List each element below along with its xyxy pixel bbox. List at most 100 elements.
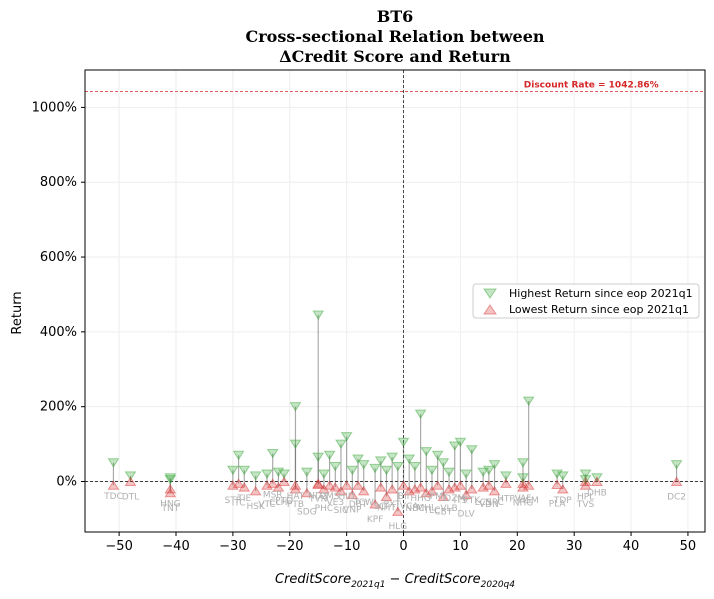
x-tick-label: −10	[333, 539, 360, 554]
ticker-label: SIC	[334, 506, 349, 516]
low-return-marker	[386, 484, 399, 494]
ticker-label: HLG	[388, 522, 407, 532]
low-return-marker	[329, 482, 342, 492]
high-return-marker	[352, 454, 364, 464]
high-return-marker	[386, 452, 399, 463]
low-return-marker	[670, 476, 683, 486]
high-return-marker	[448, 441, 461, 451]
low-return-marker	[107, 480, 120, 490]
low-return-marker	[579, 476, 592, 486]
high-return-marker	[482, 465, 495, 476]
low-return-marker	[482, 480, 495, 490]
high-return-marker	[380, 465, 393, 476]
ticker-label: HTP	[497, 494, 515, 504]
ticker-label: TLC	[423, 506, 441, 516]
x-tick-label: 0	[399, 539, 407, 554]
ticker-label: PMJ	[430, 492, 446, 502]
low-return-marker	[397, 480, 410, 490]
low-return-marker	[380, 491, 393, 501]
x-tick-label: −30	[219, 539, 246, 554]
ticker-label: SCI	[373, 502, 388, 512]
ticker-label: NDX	[308, 491, 328, 501]
low-return-marker	[340, 480, 353, 490]
low-return-marker	[226, 480, 239, 490]
high-return-marker	[420, 447, 433, 457]
x-tick-label: 50	[680, 539, 697, 554]
high-return-marker	[266, 448, 279, 459]
ticker-label: NBC	[405, 504, 424, 514]
low-return-marker	[164, 487, 177, 498]
low-return-marker	[551, 479, 564, 489]
low-return-marker	[431, 480, 444, 490]
ticker-label: VLB	[440, 504, 457, 514]
low-return-marker	[391, 506, 404, 516]
low-return-marker	[556, 484, 569, 494]
low-return-marker	[238, 482, 251, 492]
x-axis-label-sub-1: 2021q1	[351, 580, 385, 590]
ticker-label: DZM	[444, 494, 465, 504]
high-return-marker	[107, 458, 120, 468]
ticker-label: DBT	[349, 500, 368, 510]
high-return-marker	[670, 460, 683, 470]
ticker-label: MHL	[417, 504, 437, 514]
high-return-marker	[579, 475, 592, 485]
high-return-marker	[289, 402, 302, 412]
ticker-label: DHB	[587, 488, 607, 498]
high-return-marker	[522, 396, 535, 407]
high-return-marker	[317, 469, 330, 479]
ticker-label: ITS	[453, 496, 467, 506]
high-return-marker	[238, 465, 251, 476]
y-axis-label: Return	[10, 291, 25, 334]
ticker-label: TDP	[553, 496, 572, 506]
x-tick-label: 40	[623, 539, 640, 554]
high-return-marker	[300, 467, 313, 478]
high-return-marker	[323, 450, 336, 461]
low-return-marker	[579, 480, 592, 490]
low-return-marker	[522, 480, 535, 490]
high-return-marker	[556, 471, 569, 481]
high-return-marker	[403, 454, 416, 464]
ticker-label: PHC	[315, 504, 333, 514]
ticker-label: CMS	[320, 492, 340, 502]
ticker-label: CBT	[434, 507, 452, 517]
low-return-marker	[346, 489, 359, 500]
low-return-marker	[591, 476, 603, 486]
ticker-label: HSM	[519, 496, 539, 506]
low-return-marker	[500, 478, 512, 488]
low-return-marker	[266, 478, 279, 488]
ticker-label: PXT	[384, 500, 401, 510]
high-return-marker	[431, 450, 444, 461]
ticker-label: VNP	[343, 506, 362, 516]
ticker-label: NRC	[485, 498, 504, 508]
x-tick-label: 10	[452, 539, 469, 554]
low-return-marker	[312, 478, 325, 488]
ticker-label: VCA	[400, 502, 419, 512]
y-tick-label: 800%	[40, 175, 77, 190]
x-axis-ticks: −50 −40 −30 −20 −10 0 10 20 30 40 50	[105, 532, 696, 554]
high-return-marker	[517, 458, 529, 468]
low-return-marker	[517, 482, 529, 492]
legend-label-low: Lowest Return since eop 2021q1	[509, 303, 689, 316]
high-return-marker	[465, 445, 478, 455]
high-return-marker	[443, 467, 455, 478]
low-return-marker	[317, 484, 330, 494]
ticker-label: DLV	[458, 510, 476, 520]
low-return-marker	[278, 476, 290, 486]
low-return-marker	[312, 479, 325, 489]
legend-box	[472, 283, 700, 319]
low-return-marker	[465, 484, 478, 494]
ticker-label: NHT	[377, 503, 397, 513]
high-return-marker	[477, 467, 490, 478]
low-return-marker	[420, 487, 433, 498]
ticker-label: TVS	[576, 500, 595, 510]
x-tick-label: 30	[566, 539, 583, 554]
ticker-label: LCS	[475, 498, 492, 508]
high-return-marker	[426, 465, 438, 476]
low-return-marker	[357, 485, 370, 496]
low-return-marker	[289, 480, 302, 490]
high-return-marker	[500, 471, 512, 481]
high-return-marker	[397, 437, 410, 448]
high-return-marker	[437, 458, 450, 468]
legend: Highest Return since eop 2021q1 Lowest R…	[472, 283, 700, 319]
